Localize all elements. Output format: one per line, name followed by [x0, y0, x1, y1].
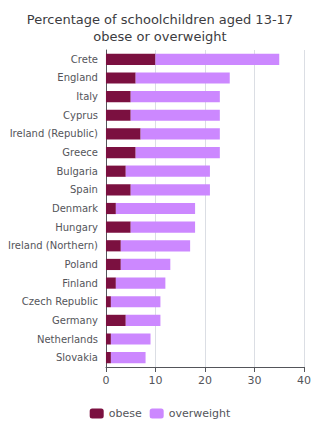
svg-text:obese or overweight: obese or overweight: [93, 29, 226, 44]
svg-text:Ireland (Republic): Ireland (Republic): [10, 128, 98, 139]
svg-text:Czech Republic: Czech Republic: [22, 296, 98, 307]
svg-text:40: 40: [297, 374, 311, 387]
svg-text:England: England: [57, 72, 98, 83]
svg-text:Denmark: Denmark: [52, 203, 98, 214]
svg-text:Bulgaria: Bulgaria: [56, 166, 97, 177]
svg-text:Percentage of schoolchildren a: Percentage of schoolchildren aged 13-17: [27, 12, 293, 27]
svg-text:Crete: Crete: [71, 54, 98, 65]
svg-text:Finland: Finland: [62, 278, 98, 289]
svg-text:Poland: Poland: [65, 259, 98, 270]
svg-text:0: 0: [102, 374, 109, 387]
svg-text:10: 10: [148, 374, 162, 387]
svg-text:20: 20: [198, 374, 212, 387]
svg-text:Greece: Greece: [62, 147, 98, 158]
svg-text:Cyprus: Cyprus: [63, 110, 98, 121]
svg-text:obese: obese: [109, 407, 142, 420]
svg-text:Netherlands: Netherlands: [37, 334, 98, 345]
svg-text:Hungary: Hungary: [55, 222, 98, 233]
svg-text:Italy: Italy: [76, 91, 98, 102]
svg-text:Germany: Germany: [52, 315, 98, 326]
svg-text:Spain: Spain: [70, 184, 98, 195]
svg-text:overweight: overweight: [169, 407, 231, 420]
svg-text:Slovakia: Slovakia: [56, 352, 98, 363]
svg-text:30: 30: [247, 374, 261, 387]
svg-text:Ireland (Northern): Ireland (Northern): [8, 240, 98, 251]
